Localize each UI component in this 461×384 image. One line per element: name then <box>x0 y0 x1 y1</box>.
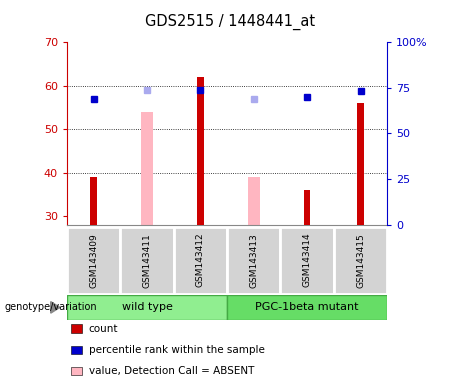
Bar <box>67 295 227 320</box>
Bar <box>71 324 82 333</box>
Text: GDS2515 / 1448441_at: GDS2515 / 1448441_at <box>145 13 316 30</box>
Text: GSM143415: GSM143415 <box>356 233 365 288</box>
Text: wild type: wild type <box>122 302 172 313</box>
Bar <box>71 367 82 375</box>
Text: percentile rank within the sample: percentile rank within the sample <box>89 345 265 355</box>
Bar <box>227 295 387 320</box>
Bar <box>304 190 310 225</box>
Bar <box>248 177 260 225</box>
Bar <box>90 177 97 225</box>
Text: count: count <box>89 324 118 334</box>
Bar <box>67 227 120 294</box>
Text: GSM143413: GSM143413 <box>249 233 258 288</box>
Bar <box>197 77 204 225</box>
Bar <box>71 346 82 354</box>
Polygon shape <box>51 302 60 313</box>
Text: GSM143409: GSM143409 <box>89 233 98 288</box>
Text: value, Detection Call = ABSENT: value, Detection Call = ABSENT <box>89 366 254 376</box>
Bar <box>227 227 280 294</box>
Text: genotype/variation: genotype/variation <box>5 302 97 313</box>
Text: GSM143411: GSM143411 <box>142 233 152 288</box>
Bar <box>120 227 174 294</box>
Bar <box>334 227 387 294</box>
Bar <box>357 103 364 225</box>
Bar <box>141 112 153 225</box>
Text: GSM143412: GSM143412 <box>196 233 205 288</box>
Bar <box>280 227 334 294</box>
Text: PGC-1beta mutant: PGC-1beta mutant <box>255 302 359 313</box>
Bar <box>174 227 227 294</box>
Text: GSM143414: GSM143414 <box>302 233 312 288</box>
